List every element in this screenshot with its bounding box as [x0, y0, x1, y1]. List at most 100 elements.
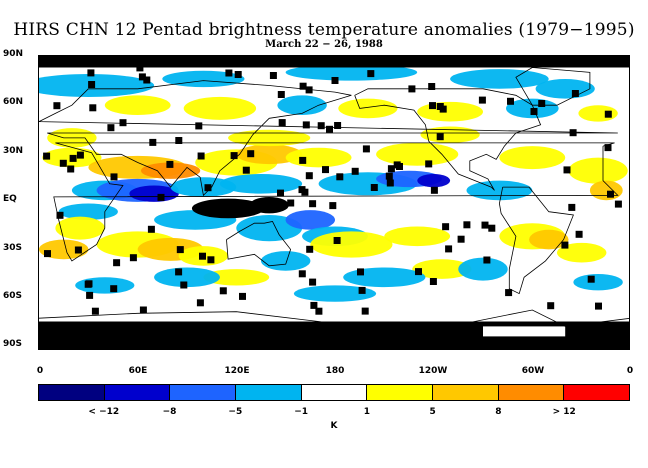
lat-label: 90N [3, 49, 24, 59]
lon-label: 180 [325, 366, 345, 376]
anomaly-region [573, 274, 623, 291]
anomaly-region [236, 144, 303, 165]
missing-data-cell [180, 281, 188, 289]
missing-data-cell [604, 110, 612, 118]
missing-data-cell [107, 124, 115, 132]
missing-data-cell [614, 200, 622, 208]
anomaly-region [104, 95, 171, 115]
anomaly-region [338, 98, 398, 119]
missing-data-cell [44, 250, 51, 258]
colorbar-swatch [39, 385, 105, 400]
lat-label: 90S [3, 339, 23, 349]
anomaly-region [557, 242, 607, 263]
anomaly-region [417, 174, 451, 188]
missing-data-cell [59, 159, 67, 167]
missing-data-cell [604, 144, 612, 152]
missing-data-cell [322, 166, 329, 174]
missing-data-cell [242, 166, 250, 174]
missing-data-cell [139, 306, 147, 314]
anomaly-region [285, 64, 418, 81]
missing-data-region [39, 56, 629, 68]
anomaly-region [154, 267, 220, 288]
missing-data-cell [207, 256, 215, 264]
coastline [39, 80, 618, 197]
anomaly-region [58, 203, 118, 220]
anomaly-region [529, 229, 569, 250]
missing-data-cell [119, 119, 127, 127]
colorbar-unit: K [330, 421, 338, 431]
missing-data-cell [571, 90, 579, 97]
missing-data-cell [387, 165, 395, 173]
missing-data-cell [230, 152, 238, 160]
missing-data-cell [439, 105, 447, 113]
missing-data-cell [129, 254, 137, 262]
missing-data-cell [430, 186, 438, 194]
missing-data-cell [149, 138, 157, 146]
missing-data-cell [298, 186, 306, 194]
anomaly-region [417, 101, 483, 122]
missing-data-cell [575, 230, 583, 238]
missing-data-cell [298, 270, 306, 278]
missing-data-cell [278, 119, 286, 127]
missing-data-cell [175, 137, 183, 144]
missing-data-cell [483, 256, 491, 264]
missing-data-cell [86, 291, 94, 299]
missing-data-cell [331, 77, 339, 84]
colorbar-swatch [367, 385, 434, 400]
missing-data-cell [507, 97, 514, 105]
anomaly-region [310, 231, 393, 258]
missing-data-cell [563, 166, 571, 174]
missing-data-cell [110, 173, 118, 181]
anomaly-region [261, 251, 311, 271]
missing-data-cell [147, 225, 155, 233]
missing-data-cell [442, 223, 450, 231]
anomaly-map [38, 55, 630, 350]
colorbar-tick-label: −5 [228, 407, 243, 417]
anomaly-region [170, 177, 237, 197]
missing-data-cell [370, 184, 378, 191]
anomaly-region [129, 185, 179, 202]
lat-label: 30N [3, 146, 24, 156]
missing-data-cell [367, 70, 375, 78]
colorbar [38, 384, 630, 401]
anomaly-region [578, 105, 618, 122]
anomaly-region [183, 96, 257, 120]
lon-label: 0 [36, 366, 44, 376]
missing-data-cell [110, 285, 118, 293]
missing-data-cell [305, 172, 313, 180]
missing-data-cell [234, 71, 242, 78]
missing-data-cell [607, 190, 614, 198]
missing-data-cell [310, 301, 318, 309]
colorbar-swatch [170, 385, 237, 400]
colorbar-tick-label: < −12 [88, 407, 120, 417]
lon-label: 120W [418, 366, 448, 376]
missing-data-cell [91, 307, 99, 315]
missing-data-cell [175, 268, 183, 276]
missing-data-cell [277, 91, 285, 98]
missing-data-cell [299, 156, 307, 164]
missing-data-cell [74, 246, 82, 254]
missing-data-cell [196, 299, 204, 307]
colorbar-swatch [564, 385, 630, 400]
missing-data-cell [157, 193, 165, 201]
anomaly-region [450, 69, 549, 89]
missing-data-cell [166, 160, 174, 168]
anomaly-region [285, 210, 335, 230]
anomaly-region [203, 269, 270, 286]
missing-data-cell [329, 202, 337, 210]
anomaly-region [39, 74, 155, 97]
coastline [53, 142, 619, 262]
lat-label: 60S [3, 291, 23, 301]
anomaly-region [277, 95, 327, 115]
missing-data-cell [53, 102, 61, 110]
missing-data-cell [478, 96, 486, 104]
anomaly-region [39, 239, 89, 260]
missing-data-cell [309, 200, 317, 208]
missing-data-cell [481, 221, 489, 229]
missing-data-cell [336, 173, 344, 181]
anomaly-region [236, 215, 303, 242]
anomaly-region [384, 226, 451, 247]
anomaly-map-canvas [39, 56, 629, 349]
missing-data-cell [277, 189, 284, 197]
colorbar-tick-label: > 12 [552, 407, 576, 417]
